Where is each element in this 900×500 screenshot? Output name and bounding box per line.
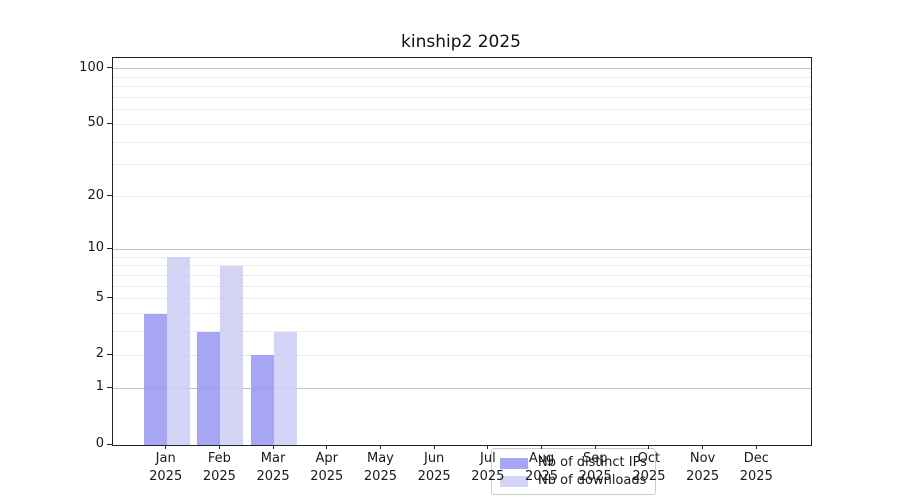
x-tick-year: 2025 <box>632 469 666 484</box>
x-tick-mar <box>272 445 274 449</box>
bar-nb-of-distinct-ips-jan <box>143 313 167 445</box>
x-tick-month: Mar <box>260 451 286 466</box>
x-tick-month: Feb <box>207 451 231 466</box>
y-tick-2 <box>107 353 112 355</box>
legend-label-distinct-ips: Nb of distinct IPs <box>538 455 647 470</box>
x-tick-label-oct: Oct 2025 <box>621 450 677 486</box>
legend-swatch-downloads <box>500 475 528 487</box>
gridline-8 <box>113 265 811 267</box>
x-tick-year: 2025 <box>417 469 451 484</box>
gridline-6 <box>113 285 811 287</box>
x-tick-month: Dec <box>743 451 769 466</box>
y-tick-1 <box>107 386 112 388</box>
x-tick-feb <box>218 445 220 449</box>
y-tick-label-50: 50 <box>87 115 104 131</box>
x-tick-label-jun: Jun 2025 <box>406 450 462 486</box>
x-tick-jan <box>165 445 167 449</box>
x-tick-label-dec: Dec 2025 <box>728 450 784 486</box>
x-tick-month: Sep <box>582 451 608 466</box>
chart-title: kinship2 2025 <box>401 32 521 52</box>
x-tick-month: Apr <box>315 451 339 466</box>
x-tick-year: 2025 <box>149 469 183 484</box>
x-tick-label-may: May 2025 <box>352 450 408 486</box>
gridline-9 <box>113 256 811 258</box>
bar-nb-of-distinct-ips-mar <box>251 355 275 445</box>
y-tick-label-10: 10 <box>87 240 104 256</box>
gridline-80 <box>113 86 811 88</box>
x-tick-may <box>379 445 381 449</box>
bar-nb-of-downloads-feb <box>220 265 244 445</box>
x-tick-label-mar: Mar 2025 <box>245 450 301 486</box>
x-tick-label-apr: Apr 2025 <box>299 450 355 486</box>
gridline-7 <box>113 274 811 276</box>
bar-nb-of-distinct-ips-feb <box>197 331 221 445</box>
x-tick-dec <box>755 445 757 449</box>
x-tick-year: 2025 <box>202 469 236 484</box>
x-tick-jun <box>433 445 435 449</box>
y-tick-20 <box>107 195 112 197</box>
x-tick-month: May <box>367 451 394 466</box>
y-tick-50 <box>107 122 112 124</box>
x-tick-year: 2025 <box>471 469 505 484</box>
legend-item-distinct-ips: Nb of distinct IPs <box>500 454 647 472</box>
x-tick-year: 2025 <box>524 469 559 484</box>
x-tick-month: Jan <box>155 451 176 466</box>
y-tick-label-2: 2 <box>95 346 104 362</box>
x-tick-year: 2025 <box>363 469 397 484</box>
x-tick-month: Aug <box>528 451 555 466</box>
gridline-40 <box>113 141 811 143</box>
x-tick-month: Jul <box>480 451 496 466</box>
gridline-70 <box>113 96 811 98</box>
bar-nb-of-downloads-mar <box>274 331 298 445</box>
x-tick-label-aug: Aug 2025 <box>514 450 570 486</box>
y-tick-10 <box>107 247 112 249</box>
x-tick-sep <box>594 445 596 449</box>
x-tick-label-feb: Feb 2025 <box>191 450 247 486</box>
gridline-2 <box>113 354 811 356</box>
x-tick-month: Nov <box>689 451 716 466</box>
legend-item-downloads: Nb of downloads <box>500 472 647 490</box>
bar-nb-of-downloads-jan <box>166 257 190 445</box>
gridline-major-100 <box>113 68 811 70</box>
x-tick-month: Jun <box>423 451 445 466</box>
y-tick-label-0: 0 <box>95 436 104 451</box>
gridline-30 <box>113 164 811 166</box>
gridline-90 <box>113 76 811 78</box>
x-tick-oct <box>648 445 650 449</box>
gridline-50 <box>113 123 811 125</box>
legend-label-downloads: Nb of downloads <box>538 473 647 488</box>
x-tick-jul <box>487 445 489 449</box>
y-tick-label-1: 1 <box>95 379 104 395</box>
x-tick-year: 2025 <box>739 469 773 484</box>
x-tick-label-nov: Nov 2025 <box>675 450 731 486</box>
gridline-5 <box>113 298 811 300</box>
x-tick-year: 2025 <box>256 469 290 484</box>
y-tick-label-100: 100 <box>79 59 104 75</box>
x-tick-year: 2025 <box>310 469 344 484</box>
y-tick-100 <box>107 67 112 69</box>
gridline-4 <box>113 313 811 315</box>
y-tick-label-5: 5 <box>95 289 104 305</box>
legend-swatch-distinct-ips <box>500 457 528 469</box>
x-tick-year: 2025 <box>686 469 720 484</box>
y-tick-5 <box>107 297 112 299</box>
gridline-major-1 <box>113 387 811 389</box>
plot-area: Nb of distinct IPs Nb of downloads <box>112 57 812 495</box>
legend: Nb of distinct IPs Nb of downloads <box>491 448 656 495</box>
y-tick-label-20: 20 <box>87 187 104 203</box>
gridline-20 <box>113 196 811 198</box>
gridline-3 <box>113 331 811 333</box>
x-tick-label-jul: Jul 2025 <box>460 450 516 486</box>
x-tick-year: 2025 <box>578 469 612 484</box>
y-tick-0 <box>107 443 112 445</box>
x-tick-aug <box>541 445 543 449</box>
x-tick-month: Oct <box>637 451 661 466</box>
x-tick-label-sep: Sep 2025 <box>567 450 623 486</box>
x-tick-apr <box>326 445 328 449</box>
x-tick-label-jan: Jan 2025 <box>138 450 194 486</box>
gridline-major-10 <box>113 248 811 250</box>
gridline-60 <box>113 109 811 111</box>
x-tick-nov <box>702 445 704 449</box>
